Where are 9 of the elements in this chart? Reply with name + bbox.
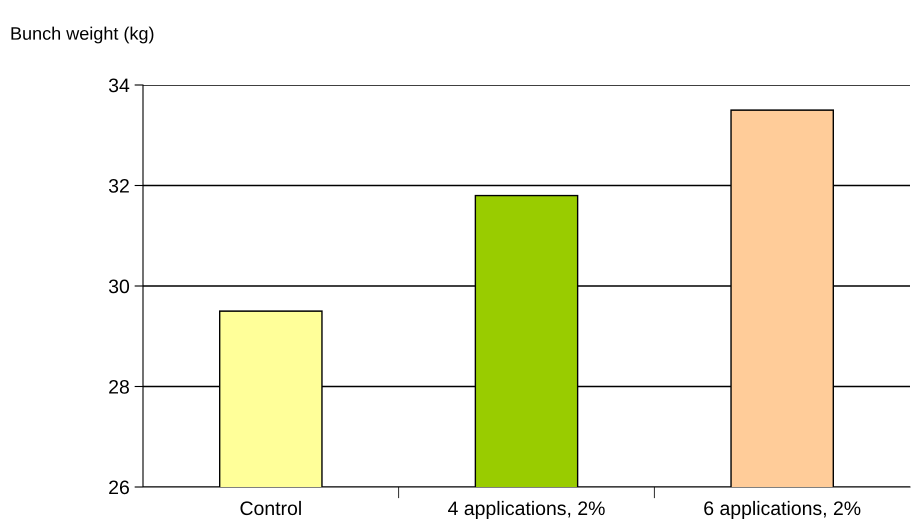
y-tick-label: 34 [108,78,130,92]
y-axis-title: Bunch weight (kg) [11,26,154,44]
y-tick-label: 26 [109,480,129,494]
y-tick-label: 30 [108,279,130,294]
y-tick-label: 28 [109,380,129,394]
x-tick-label: 6 applications, 2% [704,500,860,520]
y-tick-label: 32 [108,178,129,193]
x-tick-label: Control [240,500,301,516]
x-tick-label: 4 applications, 2% [448,500,605,520]
